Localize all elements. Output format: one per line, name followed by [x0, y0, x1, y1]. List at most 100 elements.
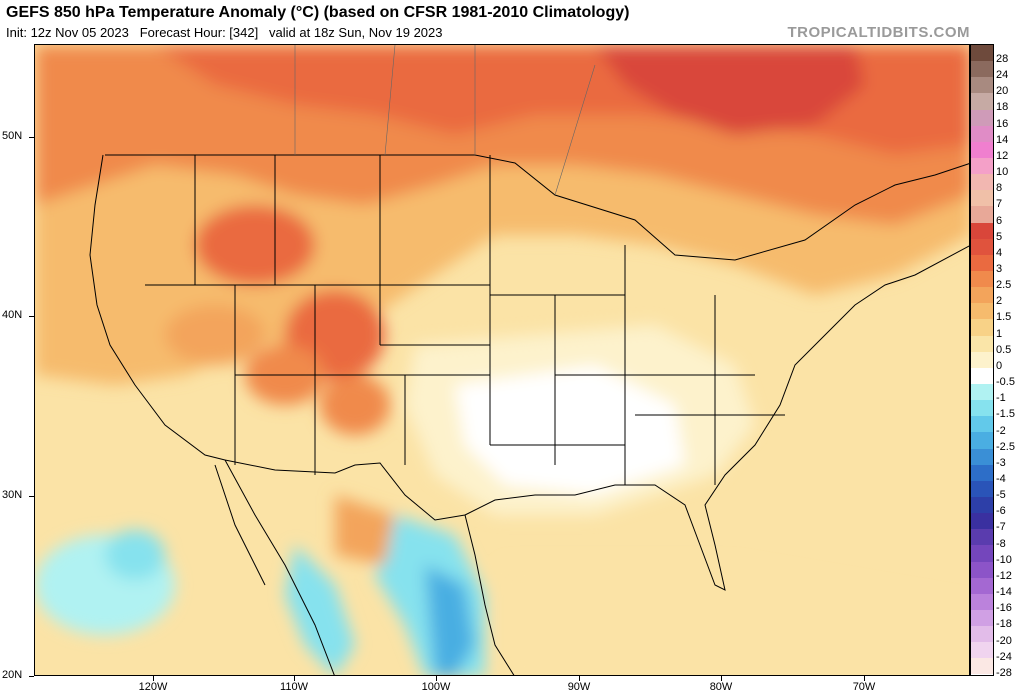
colorbar-label: 10 — [996, 166, 1009, 179]
init-time: Init: 12z Nov 05 2023 — [6, 25, 129, 40]
colorbar-swatch — [971, 577, 993, 594]
colorbar-label: 3 — [996, 263, 1003, 275]
map-title: GEFS 850 hPa Temperature Anomaly (°C) (b… — [6, 4, 630, 21]
lat-tick — [29, 676, 34, 677]
colorbar-label: -1 — [996, 392, 1006, 405]
colorbar-swatch — [971, 658, 993, 675]
colorbar-swatch — [971, 335, 993, 352]
colorbar-label: -16 — [996, 602, 1012, 615]
colorbar-swatch — [971, 157, 993, 175]
lon-label-120w: 120W — [138, 681, 168, 693]
colorbar-label: -18 — [996, 618, 1012, 631]
lon-tick — [864, 676, 865, 681]
colorbar-swatch — [971, 238, 993, 255]
lon-label-80w: 80W — [709, 681, 733, 693]
colorbar-swatch — [971, 270, 993, 288]
colorbar-swatch — [971, 45, 993, 62]
anomaly-shading — [35, 45, 969, 675]
colorbar-label: 2 — [996, 295, 1003, 308]
colorbar-label: 7 — [996, 198, 1003, 211]
map-subtitle: Init: 12z Nov 05 2023 Forecast Hour: [34… — [6, 25, 443, 40]
colorbar-swatch — [971, 254, 993, 271]
lat-label-30n: 30N — [2, 489, 23, 501]
colorbar-label: -3 — [996, 456, 1006, 469]
colorbar-label: -0.5 — [996, 376, 1015, 389]
lat-label-40n: 40N — [2, 309, 23, 321]
colorbar-swatch — [971, 206, 993, 223]
anomaly-map — [35, 45, 969, 675]
colorbar-label: -2.5 — [996, 440, 1015, 453]
colorbar-swatch — [971, 448, 993, 465]
colorbar-label: 1 — [996, 327, 1003, 340]
valid-time: valid at 18z Sun, Nov 19 2023 — [269, 25, 443, 40]
colorbar-label: 14 — [996, 133, 1009, 146]
colorbar-label: -24 — [996, 650, 1012, 663]
colorbar-labels: 28 24 20 18 16 14 12 10 8 7 6 5 4 3 2.5 2 1.5 1 0.5 0 -0.5 -1… — [996, 44, 1024, 679]
colorbar-swatch — [971, 61, 993, 78]
colorbar-label: 1.5 — [996, 311, 1012, 324]
colorbar-label: 28 — [996, 53, 1009, 65]
colorbar-swatch — [971, 351, 993, 368]
lon-tick — [579, 676, 580, 681]
colorbar-swatch — [971, 416, 993, 433]
colorbar-swatch — [971, 561, 993, 578]
colorbar-label: -1.5 — [996, 408, 1015, 421]
colorbar-label: 24 — [996, 69, 1009, 82]
colorbar-swatch — [971, 109, 993, 126]
colorbar-swatch — [971, 303, 993, 320]
colorbar-swatch — [971, 642, 993, 659]
colorbar-swatch — [971, 367, 993, 384]
colorbar-swatch — [971, 287, 993, 304]
colorbar-label: -10 — [996, 553, 1012, 566]
colorbar-swatch — [971, 496, 993, 514]
colorbar-label: -4 — [996, 473, 1006, 485]
colorbar-swatch — [971, 609, 993, 627]
colorbar-label: 0 — [996, 359, 1003, 372]
colorbar-swatch — [971, 222, 993, 239]
colorbar-swatch — [971, 174, 993, 191]
lon-tick — [721, 676, 722, 681]
colorbar-label: -14 — [996, 586, 1012, 599]
lat-tick — [29, 137, 34, 138]
forecast-hour: Forecast Hour: [342] — [139, 25, 259, 40]
colorbar-label: 2.5 — [996, 279, 1012, 292]
province-lines — [294, 45, 596, 196]
lon-label-110w: 110W — [280, 681, 308, 693]
colorbar-swatch — [971, 190, 993, 207]
lat-label-50n: 50N — [2, 130, 23, 142]
lon-label-70w: 70W — [852, 681, 876, 693]
colorbar-label: 20 — [996, 85, 1009, 98]
lat-tick — [29, 496, 34, 497]
colorbar-swatch — [971, 545, 993, 562]
colorbar-swatch — [971, 432, 993, 449]
colorbar-swatch — [971, 400, 993, 417]
colorbar-label: 4 — [996, 246, 1003, 259]
colorbar-swatch — [971, 529, 993, 546]
colorbar-swatch — [971, 513, 993, 530]
colorbar-label: -12 — [996, 569, 1012, 582]
watermark: TROPICALTIDBITS.COM — [787, 24, 970, 41]
colorbar-label: 5 — [996, 230, 1003, 243]
colorbar-label: -5 — [996, 489, 1006, 502]
colorbar-swatch — [971, 319, 993, 336]
colorbar-label: -8 — [996, 537, 1006, 550]
map-area — [34, 44, 970, 676]
colorbar-swatch — [971, 125, 993, 142]
colorbar-swatch — [971, 383, 993, 401]
colorbar-label: 12 — [996, 149, 1009, 162]
boundaries — [89, 154, 969, 675]
lat-tick — [29, 316, 34, 317]
colorbar-swatch — [971, 93, 993, 110]
lon-tick — [294, 676, 295, 681]
colorbar-label: 8 — [996, 182, 1003, 195]
lon-tick — [436, 676, 437, 681]
colorbar-label: -28 — [996, 666, 1012, 679]
lon-label-100w: 100W — [421, 681, 451, 693]
colorbar-label: -20 — [996, 634, 1012, 647]
colorbar-label: 18 — [996, 101, 1009, 114]
colorbar-label: 6 — [996, 214, 1003, 227]
colorbar-swatch — [971, 77, 993, 94]
colorbar-swatch — [971, 480, 993, 497]
lat-label-20n: 20N — [2, 669, 23, 681]
lon-label-90w: 90W — [567, 681, 591, 693]
